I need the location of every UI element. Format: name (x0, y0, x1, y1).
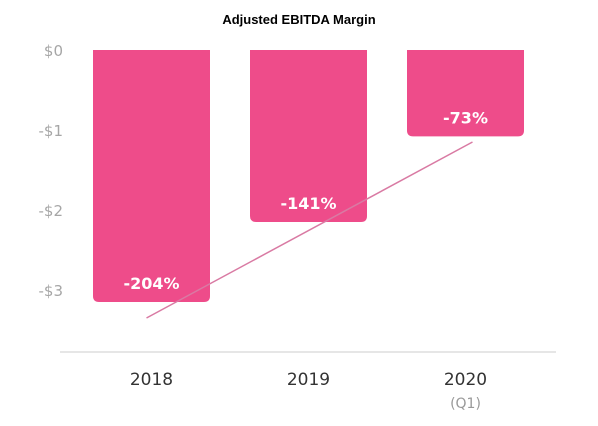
x-axis: 2018 2019 2020 (Q1) (130, 370, 487, 412)
bar-2019 (250, 50, 367, 222)
data-labels: -204% -141% -73% (123, 108, 488, 293)
y-tick-label: -$3 (39, 282, 64, 300)
bar-2020 (407, 50, 524, 137)
data-label: -141% (280, 194, 336, 213)
x-tick-label: 2020 (444, 370, 487, 390)
x-tick-label: 2018 (130, 370, 173, 390)
x-tick-label: 2019 (287, 370, 330, 390)
trend-line-group (146, 141, 473, 319)
trend-line (146, 141, 473, 319)
data-label: -73% (443, 108, 488, 127)
chart-title: Adjusted EBITDA Margin (222, 12, 375, 27)
data-label: -204% (123, 274, 179, 293)
bars (93, 50, 524, 302)
bar-2018 (93, 50, 210, 302)
y-tick-label: $0 (44, 42, 63, 60)
y-axis: $0 -$1 -$2 -$3 (39, 42, 64, 300)
y-tick-label: -$2 (39, 202, 64, 220)
x-tick-sublabel: (Q1) (450, 396, 481, 412)
y-tick-label: -$1 (39, 122, 64, 140)
